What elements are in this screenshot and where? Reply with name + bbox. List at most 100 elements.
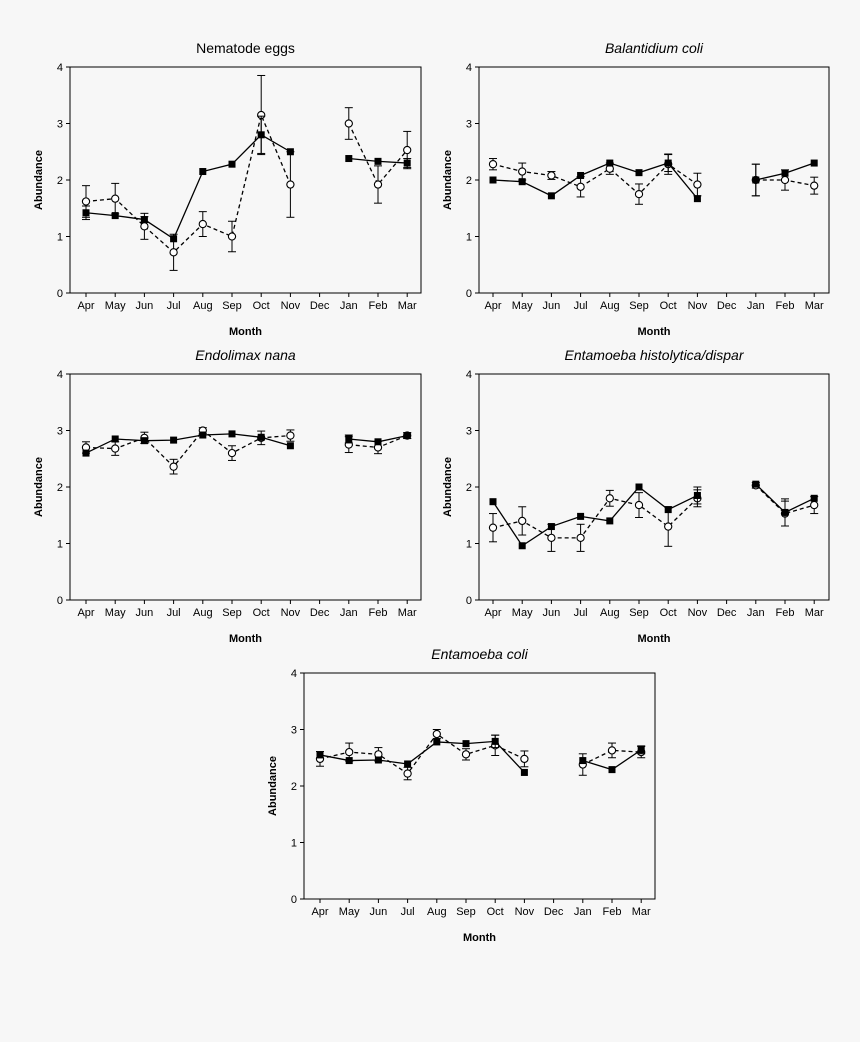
series-line	[492, 486, 698, 547]
data-point	[286, 148, 294, 156]
y-tick-label: 3	[466, 119, 472, 131]
series-filled-square	[316, 734, 646, 776]
data-point	[286, 442, 294, 450]
data-point	[345, 757, 353, 765]
x-axis-label: Month	[229, 326, 262, 338]
data-point	[316, 751, 324, 759]
series-line	[319, 740, 525, 773]
data-point	[140, 216, 148, 224]
x-tick-label: Feb	[369, 300, 388, 312]
data-point	[520, 754, 529, 764]
data-point	[111, 435, 119, 443]
data-point	[780, 175, 790, 185]
data-point	[345, 155, 353, 163]
x-tick-label: Nov	[688, 300, 708, 312]
series-line	[582, 749, 642, 766]
data-point	[664, 159, 672, 167]
data-point	[520, 768, 528, 776]
y-axis-label: Abundance	[33, 150, 45, 210]
y-tick-label: 2	[57, 175, 63, 187]
data-point	[518, 167, 527, 176]
data-point	[810, 494, 818, 502]
y-tick-label: 4	[57, 62, 63, 74]
data-point	[635, 483, 643, 491]
x-tick-label: May	[105, 300, 126, 312]
plot-frame	[478, 66, 830, 294]
x-tick-label: Mar	[805, 607, 824, 619]
data-point	[82, 449, 90, 457]
y-tick-label: 4	[57, 369, 63, 381]
data-point	[286, 431, 295, 440]
x-tick-label: Mar	[632, 906, 651, 918]
x-tick-label: Dec	[717, 607, 737, 619]
data-point	[781, 508, 789, 516]
data-point	[518, 542, 526, 550]
data-point	[198, 219, 207, 229]
data-point	[345, 747, 354, 757]
x-tick-label: Jan	[340, 607, 358, 619]
data-point	[489, 498, 497, 506]
x-tick-label: Apr	[77, 300, 94, 312]
x-tick-label: Sep	[629, 607, 649, 619]
x-tick-label: Mar	[805, 300, 824, 312]
series-line	[319, 733, 525, 775]
y-tick-label: 2	[466, 175, 472, 187]
x-tick-label: Apr	[484, 300, 501, 312]
x-tick-label: Sep	[456, 906, 476, 918]
data-point	[227, 448, 237, 458]
data-point	[228, 430, 236, 438]
x-tick-label: Jul	[574, 607, 588, 619]
data-point	[547, 171, 556, 180]
data-point	[634, 500, 644, 510]
data-point	[781, 169, 789, 177]
x-axis-label: Month	[229, 633, 262, 645]
data-point	[227, 232, 237, 241]
data-point	[169, 462, 178, 471]
x-tick-label: Aug	[600, 300, 620, 312]
data-point	[577, 512, 585, 520]
data-point	[170, 436, 178, 444]
data-point	[403, 432, 411, 440]
x-tick-label: Jan	[340, 300, 358, 312]
data-point	[374, 157, 382, 165]
x-tick-label: Nov	[281, 300, 301, 312]
x-tick-label: Oct	[660, 607, 677, 619]
x-tick-label: Jun	[136, 300, 154, 312]
y-tick-label: 1	[466, 232, 472, 244]
series-open-circle	[81, 74, 412, 271]
x-tick-label: Apr	[77, 607, 94, 619]
series-filled-square	[489, 480, 818, 550]
data-point	[403, 145, 412, 155]
x-tick-label: Jan	[747, 300, 765, 312]
data-point	[693, 180, 702, 189]
y-axis-label: Abundance	[442, 457, 454, 517]
x-tick-label: Apr	[311, 906, 328, 918]
data-point	[111, 194, 120, 203]
data-point	[286, 180, 295, 189]
x-tick-label: Nov	[515, 906, 535, 918]
y-tick-label: 3	[466, 426, 472, 438]
x-tick-label: Aug	[427, 906, 447, 918]
x-tick-label: Dec	[717, 300, 737, 312]
x-tick-label: Jul	[167, 300, 181, 312]
chart-title: Endolimax nana	[195, 347, 296, 363]
data-point	[488, 523, 498, 532]
x-tick-label: Dec	[544, 906, 564, 918]
data-point	[635, 169, 643, 177]
x-tick-label: Jul	[574, 300, 588, 312]
series-line	[492, 497, 698, 539]
data-point	[693, 491, 701, 499]
chart-panel-1: Nematode eggs 0 1 2 3 4 Apr May Jun Jul Aug Sep Oct N…	[33, 40, 422, 338]
y-tick-label: 1	[57, 232, 63, 244]
series-line	[85, 112, 291, 254]
x-axis-label: Month	[638, 633, 671, 645]
x-tick-label: Nov	[688, 607, 708, 619]
data-point	[491, 737, 499, 745]
series-filled-square	[489, 154, 818, 203]
y-tick-label: 0	[57, 288, 63, 300]
x-axis-label: Month	[638, 326, 671, 338]
data-point	[577, 171, 585, 179]
data-point	[257, 131, 265, 139]
y-tick-label: 2	[466, 482, 472, 494]
